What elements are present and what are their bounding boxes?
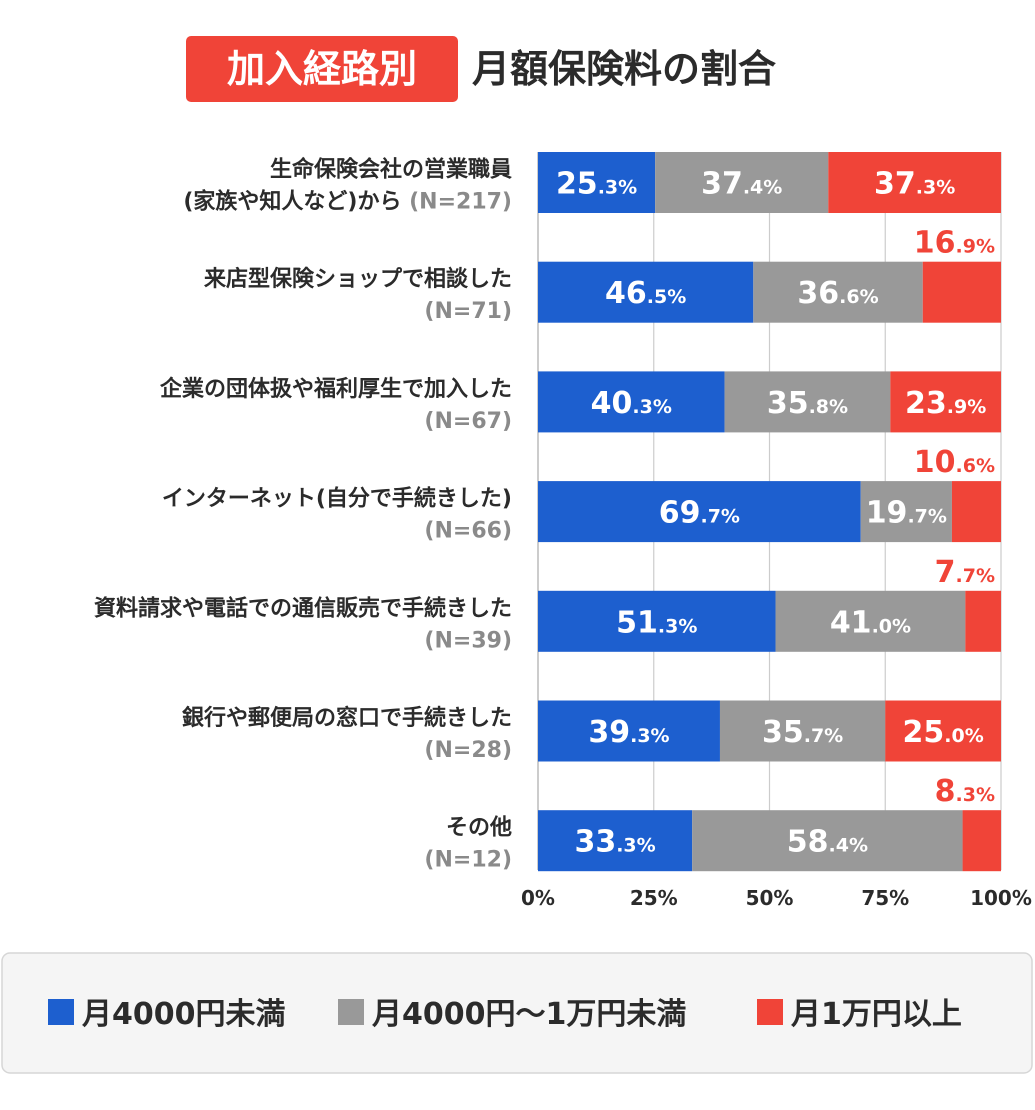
bar-segment <box>538 152 656 213</box>
bar-segment <box>692 810 963 872</box>
data-label: 51.3% <box>616 605 697 640</box>
bar-segment <box>922 261 1001 323</box>
data-label: 35.8% <box>767 386 848 421</box>
data-label: 58.4% <box>787 825 868 860</box>
bar-segment <box>753 261 923 323</box>
x-tick-label: 0% <box>521 886 555 910</box>
category-n: (N=12) <box>424 848 512 873</box>
category-n: (N=66) <box>424 519 512 544</box>
legend-label: 月4000円未満 <box>82 997 286 1032</box>
bar-segment <box>538 481 861 543</box>
legend: 月4000円未満 月4000円～1万円未満 月1万円以上 <box>1 952 1033 1074</box>
legend-swatch <box>757 999 783 1025</box>
data-label: 7.7% <box>935 555 995 590</box>
category-n: (N=28) <box>424 738 512 763</box>
data-label: 41.0% <box>830 605 911 640</box>
x-tick-label: 75% <box>861 886 909 910</box>
bars: 25.3% 37.4% 37.3% 46.5% 36.6% 16.9% 40.3% 35.8%… <box>538 152 1001 872</box>
data-label: 37.4% <box>701 167 782 202</box>
bar-segment <box>538 810 693 872</box>
data-label: 25.3% <box>556 167 637 202</box>
category-label: その他 <box>446 816 512 841</box>
bar-segment <box>538 590 776 652</box>
title-badge-text: 加入経路別 <box>227 47 417 91</box>
category-label: 生命保険会社の営業職員 <box>270 157 512 183</box>
legend-label: 月1万円以上 <box>791 997 962 1032</box>
bar-segment <box>719 700 886 762</box>
category-n: (N=71) <box>424 299 512 324</box>
data-label: 16.9% <box>914 226 995 261</box>
category-n: (N=67) <box>424 409 512 434</box>
data-label: 23.9% <box>905 386 986 421</box>
data-label: 40.3% <box>591 386 672 421</box>
bar-segment <box>962 810 1001 872</box>
category-label: 資料請求や電話での通信販売で手続きした <box>94 595 512 621</box>
legend-swatch <box>338 999 364 1025</box>
legend-items: 月4000円未満 月4000円～1万円未満 月1万円以上 <box>48 997 962 1032</box>
data-label: 36.6% <box>797 276 878 311</box>
data-label: 46.5% <box>605 276 686 311</box>
x-tick-label: 25% <box>630 886 678 910</box>
bar-segment <box>538 371 725 433</box>
bar-segment <box>828 152 1001 213</box>
legend-swatch <box>48 999 74 1025</box>
bar-segment <box>724 371 891 433</box>
category-labels: 生命保険会社の営業職員 (家族や知人など)から (N=217) 来店型保険ショップで… <box>94 157 512 873</box>
bar-segment <box>890 371 1001 433</box>
category-label: (家族や知人など)から (N=217) <box>183 189 512 215</box>
x-tick-label: 100% <box>970 886 1032 910</box>
data-label: 19.7% <box>866 496 947 531</box>
bar-segment <box>860 481 952 543</box>
data-label: 35.7% <box>762 715 843 750</box>
category-label: 来店型保険ショップで相談した <box>203 266 512 292</box>
bar-segment <box>775 590 966 652</box>
category-label: 銀行や郵便局の窓口で手続きした <box>182 705 512 731</box>
title-badge <box>186 36 458 102</box>
data-label: 33.3% <box>574 825 655 860</box>
x-axis-ticks: 0% 25% 50% 75% 100% <box>521 886 1032 910</box>
bar-segment <box>885 700 1001 762</box>
data-label: 25.0% <box>903 715 984 750</box>
data-label: 8.3% <box>935 774 995 809</box>
title-main-text: 月額保険料の割合 <box>472 47 776 91</box>
data-label: 39.3% <box>588 715 669 750</box>
bar-segment <box>538 261 754 323</box>
x-tick-label: 50% <box>746 886 794 910</box>
data-label: 37.3% <box>874 167 955 202</box>
legend-box <box>1 952 1033 1074</box>
chart-title: 加入経路別 月額保険料の割合 <box>186 36 776 102</box>
bar-segment <box>965 590 1001 652</box>
category-label: 企業の団体扱や福利厚生で加入した <box>159 376 512 402</box>
data-label: 69.7% <box>659 496 740 531</box>
category-n: (N=39) <box>424 628 512 653</box>
bar-segment <box>538 700 720 762</box>
bar-segment <box>655 152 829 213</box>
data-label: 10.6% <box>914 445 995 480</box>
bar-segment <box>951 481 1001 543</box>
legend-label: 月4000円～1万円未満 <box>372 997 686 1032</box>
category-label: インターネット(自分で手続きした) <box>162 486 512 512</box>
